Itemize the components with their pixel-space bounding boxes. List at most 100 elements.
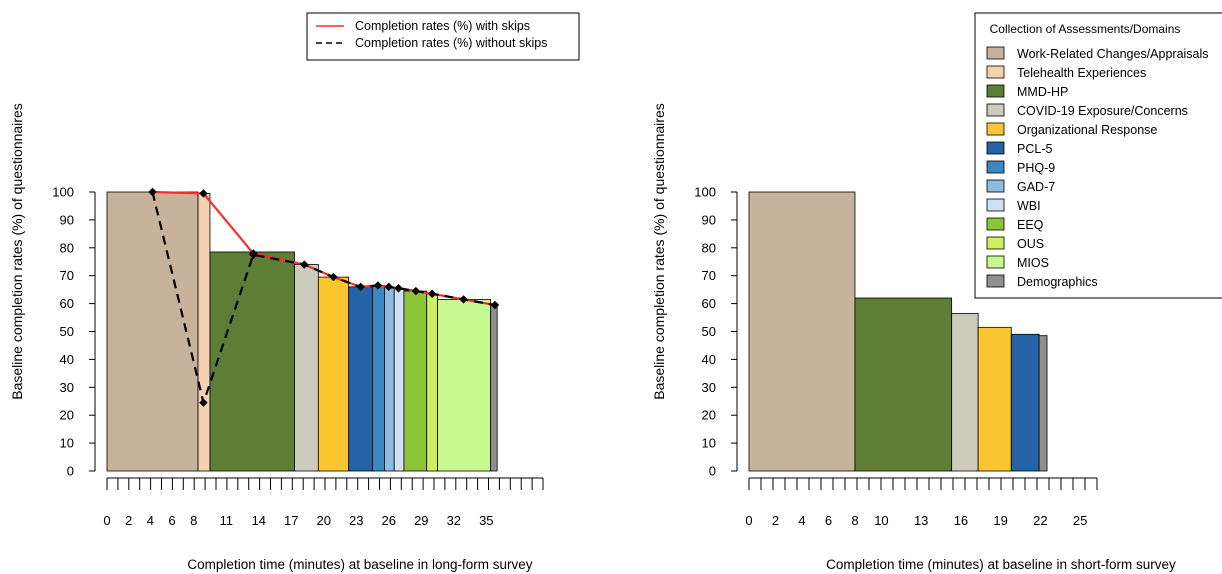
x-tick-label: 19 <box>993 513 1007 528</box>
data-point-marker <box>411 286 421 296</box>
y-tick-label: 90 <box>702 212 716 227</box>
y-tick-label: 60 <box>60 296 74 311</box>
y-tick-label: 30 <box>702 380 716 395</box>
data-point-marker <box>427 289 437 299</box>
legend-label-ous: OUS <box>1017 237 1044 251</box>
legend-swatch-eeq <box>986 217 1005 231</box>
bar-covid-19-exposure-concerns <box>294 264 319 472</box>
y-tick-label: 70 <box>702 268 716 283</box>
y-tick-label: 50 <box>60 324 74 339</box>
x-tick-label: 32 <box>447 513 461 528</box>
x-tick-label: 13 <box>914 513 928 528</box>
x-tick-label: 6 <box>168 513 175 528</box>
bar-mmd-hp <box>854 297 953 472</box>
legend-label-covid-19-exposure-concerns: COVID-19 Exposure/Concerns <box>1017 104 1188 118</box>
y-tick-label: 10 <box>702 436 716 451</box>
legend-swatch-mios <box>986 255 1005 269</box>
data-point-marker <box>459 295 468 304</box>
y-tick-label: 80 <box>702 240 716 255</box>
x-tick-label: 22 <box>1033 513 1047 528</box>
y-tick-label: 50 <box>702 324 716 339</box>
bar-phq-9 <box>372 285 385 472</box>
x-tick-label: 4 <box>147 513 154 528</box>
y-tick-label: 100 <box>52 185 74 200</box>
legend-label-demographics: Demographics <box>1017 275 1098 289</box>
x-tick-label: 29 <box>414 513 428 528</box>
data-point-marker <box>394 284 403 293</box>
legend-label-mmd-hp: MMD-HP <box>1017 85 1068 99</box>
legend-swatch-covid-19-exposure-concerns <box>986 103 1005 117</box>
x-tick-label: 0 <box>103 513 110 528</box>
bar-covid-19-exposure-concerns <box>951 312 979 472</box>
legend-label: Completion rates (%) with skips <box>355 19 530 33</box>
x-tick-label: 10 <box>874 513 888 528</box>
line-legend: Completion rates (%) with skips Completio… <box>306 12 580 61</box>
x-axis-title: Completion time (minutes) at baseline in… <box>826 557 1176 572</box>
bar-organizational-response <box>317 276 350 472</box>
y-tick-label: 0 <box>709 464 716 479</box>
legend-label-organizational-response: Organizational Response <box>1017 123 1157 137</box>
y-tick-label: 40 <box>60 352 74 367</box>
y-axis-title: Baseline completion rates (%) of questio… <box>651 103 667 400</box>
data-point-marker <box>300 260 309 269</box>
x-tick-label: 35 <box>479 513 493 528</box>
data-point-marker <box>148 187 157 197</box>
data-point-marker <box>490 300 500 310</box>
legend-swatch-organizational-response <box>986 122 1005 136</box>
x-tick-label: 8 <box>190 513 197 528</box>
bar-pcl-5 <box>348 286 373 472</box>
x-tick-label: 16 <box>954 513 968 528</box>
y-tick-label: 70 <box>60 268 74 283</box>
bar-mmd-hp <box>209 251 295 472</box>
y-tick-label: 20 <box>60 408 74 423</box>
y-tick-label: 0 <box>67 464 74 479</box>
bar-demographics <box>490 304 498 472</box>
legend-label-gad-7: GAD-7 <box>1017 180 1055 194</box>
bar-ous <box>426 293 438 472</box>
bar-pcl-5 <box>1010 333 1040 472</box>
x-tick-label: 17 <box>284 513 298 528</box>
bar-organizational-response <box>977 326 1012 472</box>
legend-label-phq-9: PHQ-9 <box>1017 161 1055 175</box>
y-tick-label: 30 <box>60 380 74 395</box>
y-tick-label: 60 <box>702 296 716 311</box>
legend-swatch-demographics <box>986 274 1005 288</box>
bar-wbi <box>393 287 405 472</box>
data-point-marker <box>329 272 338 282</box>
x-tick-label: 20 <box>317 513 331 528</box>
y-tick-label: 20 <box>702 408 716 423</box>
x-tick-label: 2 <box>125 513 132 528</box>
x-tick-label: 2 <box>772 513 779 528</box>
legend-label-work-related-changes-appraisals: Work-Related Changes/Appraisals <box>1017 47 1209 61</box>
x-tick-label: 23 <box>349 513 363 528</box>
x-tick-label: 14 <box>251 513 265 528</box>
data-point-marker <box>249 250 258 259</box>
legend-label-eeq: EEQ <box>1017 218 1044 232</box>
legend-label-telehealth-experiences: Telehealth Experiences <box>1017 66 1146 80</box>
bar-work-related-changes-appraisals <box>106 191 199 472</box>
y-tick-label: 90 <box>60 212 74 227</box>
x-tick-label: 8 <box>851 513 858 528</box>
bar-demographics <box>1038 335 1048 472</box>
legend-swatch-ous <box>986 236 1005 250</box>
legend-label-pcl-5: PCL-5 <box>1017 142 1052 156</box>
y-tick-label: 40 <box>702 352 716 367</box>
legend-swatch-work-related-changes-appraisals <box>986 46 1005 60</box>
bar-telehealth-experiences <box>197 192 211 472</box>
bar-eeq <box>403 290 428 472</box>
legend-title: Collection of Assessments/Domains <box>990 22 1181 36</box>
data-point-marker <box>373 281 383 290</box>
data-point-marker <box>384 282 393 292</box>
x-tick-label: 4 <box>798 513 805 528</box>
data-point-marker <box>356 282 365 292</box>
legend-swatch-mmd-hp <box>986 84 1005 98</box>
bar-work-related-changes-appraisals <box>748 191 856 472</box>
legend-swatch-wbi <box>986 198 1005 212</box>
y-tick-label: 80 <box>60 240 74 255</box>
x-tick-label: 0 <box>745 513 752 528</box>
y-tick-label: 10 <box>60 436 74 451</box>
legend-swatch-telehealth-experiences <box>986 65 1005 79</box>
